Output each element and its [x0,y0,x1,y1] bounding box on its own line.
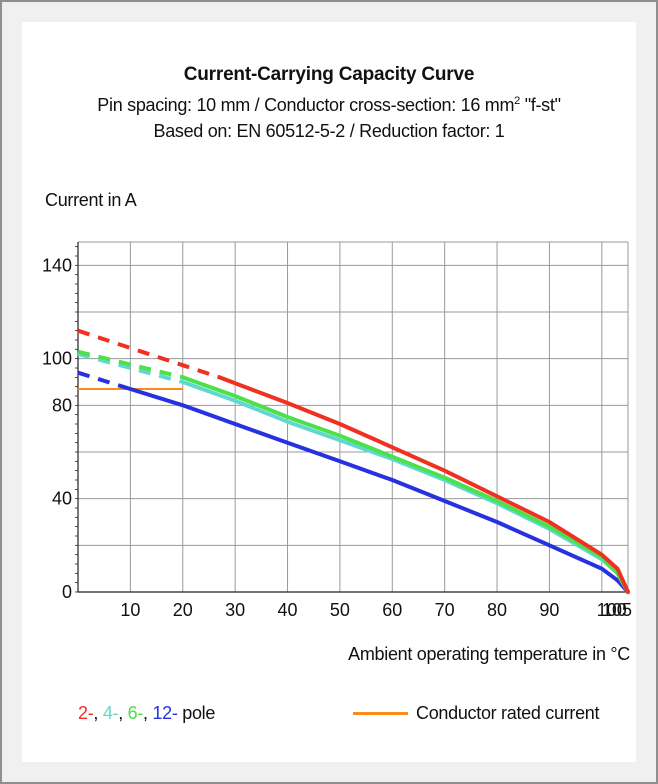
y-tick-label: 140 [42,255,72,275]
subtitle-superscript: 2 [514,95,520,107]
y-tick-label: 80 [52,395,72,415]
legend-part: , [143,703,153,723]
chart-subtitle-2: Based on: EN 60512-5-2 / Reduction facto… [153,121,505,141]
series-12-pole-dashed [77,370,131,391]
x-axis-label: Ambient operating temperature in °C [348,644,630,664]
x-tick-label: 80 [487,600,507,620]
chart-panel [22,22,636,762]
series-6-pole-dashed [77,349,184,380]
subtitle-text: Pin spacing: 10 mm / Conductor cross-sec… [97,95,515,115]
rated-current-swatch [353,712,408,715]
x-tick-label: 40 [278,600,298,620]
legend-rated-current: Conductor rated current [353,703,600,724]
x-tick-label: 100 [597,600,627,620]
series-6-pole-line [180,375,630,594]
legend-part: pole [177,703,216,723]
legend-part: 4- [102,703,119,723]
legend-part: 6- [127,703,144,723]
rated-current-label: Conductor rated current [416,703,600,723]
legend-part: 2- [78,703,94,723]
x-tick-label: 30 [225,600,245,620]
legend-part: , [93,703,103,723]
x-tick-label: 10 [120,600,140,620]
x-tick-label: 105 [602,600,632,620]
series-2-pole-line [217,375,630,594]
x-tick-label: 60 [382,600,402,620]
chart-title: Current-Carrying Capacity Curve [183,64,475,85]
legend-part: , [118,703,128,723]
legend-part: 12- [152,703,178,723]
series-4-pole-dashed [77,352,184,384]
x-tick-label: 90 [539,600,559,620]
chart-subtitle: Pin spacing: 10 mm / Conductor cross-sec… [22,88,636,118]
x-tick-label: 20 [173,600,193,620]
series-12-pole-line [128,387,630,594]
y-tick-label: 40 [52,489,72,509]
x-tick-label: 70 [435,600,455,620]
y-tick-label: 0 [62,582,72,602]
y-axis-label: Current in A [45,190,137,210]
title-block: Current-Carrying Capacity Curve Pin spac… [22,62,636,144]
x-tick-label: 50 [330,600,350,620]
y-tick-label: 100 [42,349,72,369]
subtitle-suffix: "f-st" [520,95,561,115]
legend-pole-series: 2-, 4-, 6-, 12- pole [78,703,215,724]
series-2-pole-dashed [77,328,221,380]
